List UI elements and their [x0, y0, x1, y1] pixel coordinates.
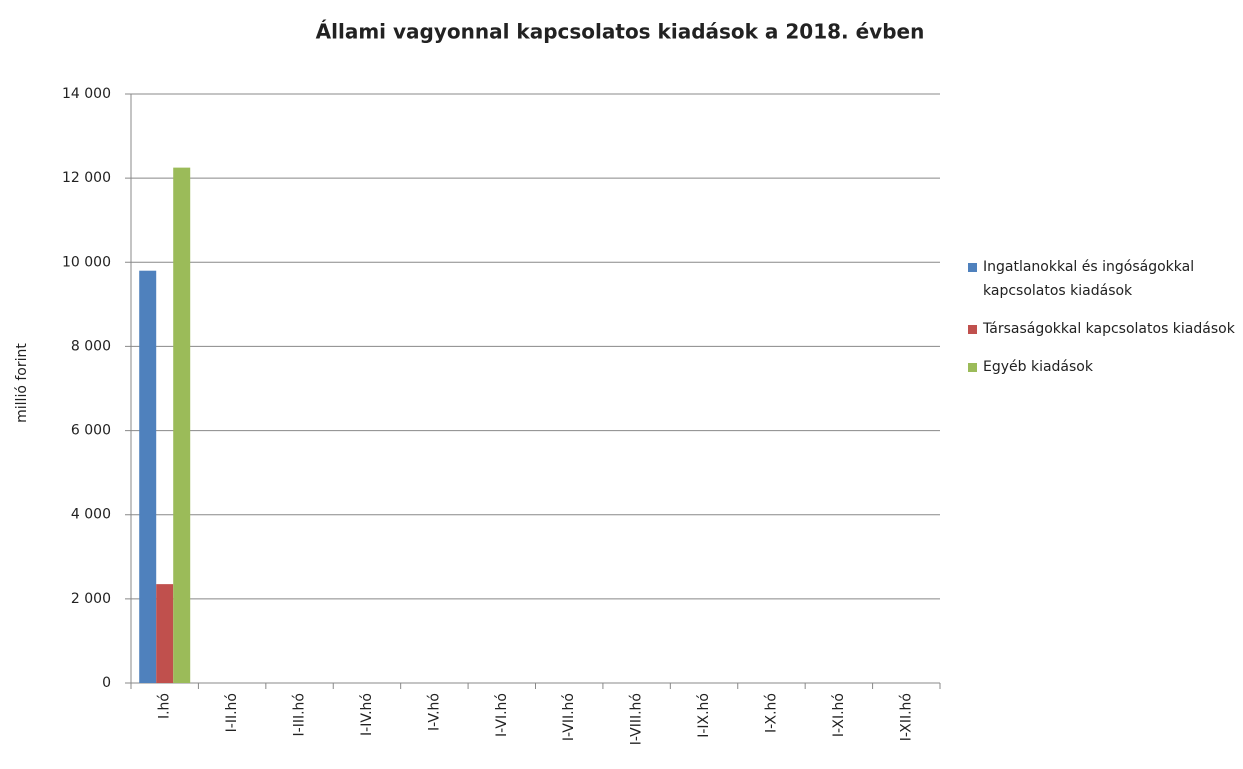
legend-swatch: [968, 363, 977, 372]
x-tick-label: I-IX.hó: [696, 693, 712, 738]
x-tick-label: I-VIII.hó: [629, 693, 645, 745]
x-tick-label: I-VI.hó: [494, 693, 510, 737]
x-tick-label: I-X.hó: [763, 693, 779, 733]
x-tick-label: I-V.hó: [426, 693, 442, 731]
y-tick-label: 12 000: [62, 170, 111, 186]
legend-label: Ingatlanokkal és ingóságokkal kapcsolato…: [983, 259, 1195, 299]
y-tick-label: 0: [102, 675, 111, 691]
x-tick-label: I-II.hó: [224, 693, 240, 732]
bar: [156, 584, 174, 683]
y-tick-label: 2 000: [71, 591, 111, 607]
bar: [139, 270, 157, 683]
x-tick-label: I-XI.hó: [831, 693, 847, 737]
chart-title: Állami vagyonnal kapcsolatos kiadások a …: [316, 20, 925, 44]
legend-label: Társaságokkal kapcsolatos kiadások: [983, 321, 1235, 337]
legend-label: Egyéb kiadások: [983, 359, 1093, 375]
legend: Ingatlanokkal és ingóságokkal kapcsolato…: [968, 255, 1243, 393]
x-tick-label: I-VII.hó: [561, 693, 577, 741]
y-tick-label: 4 000: [71, 507, 111, 523]
legend-item: Egyéb kiadások: [968, 355, 1243, 379]
bar: [173, 167, 191, 683]
y-axis-label: millió forint: [14, 343, 30, 423]
x-tick-label: I-III.hó: [292, 693, 308, 736]
legend-swatch: [968, 325, 977, 334]
x-tick-label: I-XII.hó: [898, 693, 914, 741]
y-tick-label: 14 000: [62, 86, 111, 102]
x-tick-label: I-IV.hó: [359, 693, 375, 736]
x-tick-label: I.hó: [157, 693, 173, 719]
legend-swatch: [968, 263, 977, 272]
y-tick-label: 10 000: [62, 254, 111, 270]
legend-item: Ingatlanokkal és ingóságokkal kapcsolato…: [968, 255, 1243, 303]
y-tick-label: 8 000: [71, 338, 111, 354]
legend-item: Társaságokkal kapcsolatos kiadások: [968, 317, 1243, 341]
y-tick-label: 6 000: [71, 423, 111, 439]
